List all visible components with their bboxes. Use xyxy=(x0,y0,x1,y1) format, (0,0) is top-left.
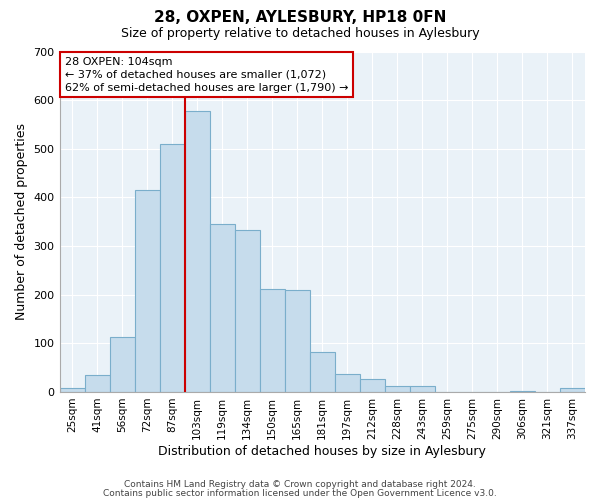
Bar xyxy=(335,374,360,392)
Bar xyxy=(510,391,535,392)
Text: Contains HM Land Registry data © Crown copyright and database right 2024.: Contains HM Land Registry data © Crown c… xyxy=(124,480,476,489)
Bar xyxy=(209,224,235,392)
Text: 28, OXPEN, AYLESBURY, HP18 0FN: 28, OXPEN, AYLESBURY, HP18 0FN xyxy=(154,10,446,25)
Bar xyxy=(260,289,285,392)
Bar xyxy=(285,290,310,392)
Bar xyxy=(59,388,85,392)
Bar xyxy=(360,380,385,392)
X-axis label: Distribution of detached houses by size in Aylesbury: Distribution of detached houses by size … xyxy=(158,444,486,458)
Bar xyxy=(410,386,435,392)
Bar xyxy=(310,352,335,392)
Bar xyxy=(134,190,160,392)
Text: Contains public sector information licensed under the Open Government Licence v3: Contains public sector information licen… xyxy=(103,488,497,498)
Y-axis label: Number of detached properties: Number of detached properties xyxy=(15,123,28,320)
Text: Size of property relative to detached houses in Aylesbury: Size of property relative to detached ho… xyxy=(121,28,479,40)
Text: 28 OXPEN: 104sqm
← 37% of detached houses are smaller (1,072)
62% of semi-detach: 28 OXPEN: 104sqm ← 37% of detached house… xyxy=(65,56,348,93)
Bar xyxy=(160,144,185,392)
Bar xyxy=(385,386,410,392)
Bar xyxy=(110,338,134,392)
Bar xyxy=(235,230,260,392)
Bar xyxy=(185,111,209,392)
Bar xyxy=(85,375,110,392)
Bar xyxy=(560,388,585,392)
